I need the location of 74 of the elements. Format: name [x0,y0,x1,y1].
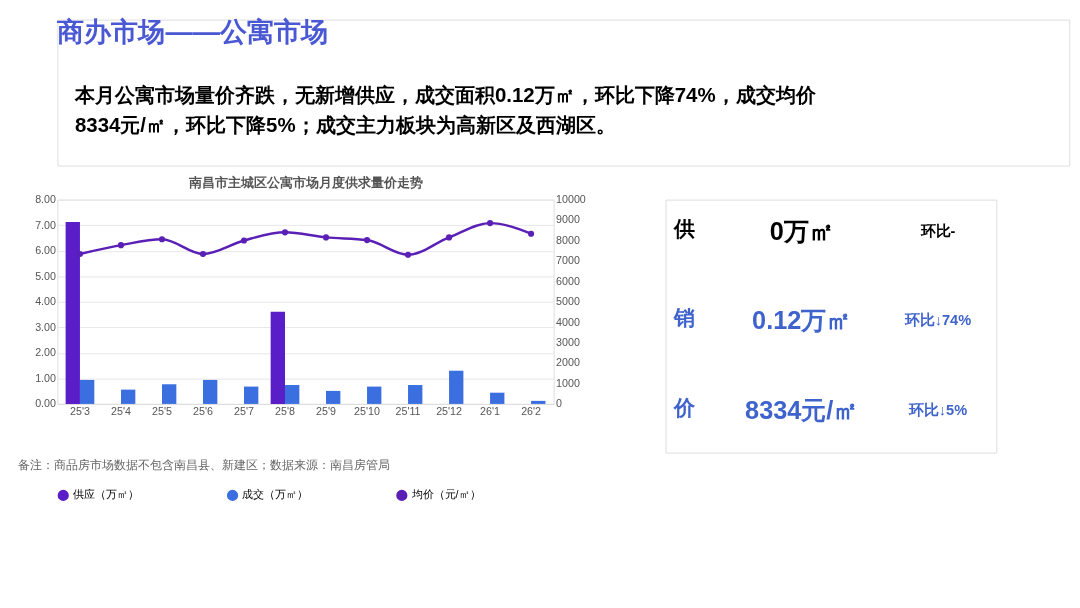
y-tick-label: 5.00 [35,269,56,282]
point [76,250,84,258]
point [199,250,207,258]
y-tick-label: 2.00 [35,346,56,359]
y2-tick-label: 4000 [556,315,580,328]
point [117,242,125,249]
bar [285,385,300,404]
x-tick-label: 25'8 [275,405,295,418]
y-tick-label: 6.00 [35,244,56,257]
y2-tick-label: 10000 [556,193,586,206]
bar [367,386,382,404]
bar [326,390,341,404]
text: 价 [673,395,697,420]
y2-tick-label: 5000 [556,295,580,308]
x-tick-label: 25'9 [316,405,337,418]
y2-tick-label: 3000 [556,336,580,349]
text: 0.12万㎡ [752,306,852,335]
text: 供 [673,216,696,241]
bar [270,311,286,404]
text: 环比- [919,222,956,239]
x-tick-label: 26'1 [480,405,501,418]
x-tick-label: 25'12 [436,405,463,418]
bar [79,379,95,404]
legend-label: 均价（元/㎡） [410,488,481,501]
y-tick-label: 7.00 [35,218,56,231]
y2-tick-label: 9000 [556,213,580,226]
bar [244,386,259,404]
x-tick-label: 25'3 [70,405,90,418]
text: 商办市场——公寓市场 [56,16,328,48]
legend-label: 成交（万㎡） [242,488,309,501]
point [363,236,371,244]
point [486,220,494,227]
point [281,229,289,236]
point [527,230,535,237]
y2-tick-label: 1000 [556,376,580,389]
text: 备注：商品房市场数据不包含南昌县、新建区；数据来源：南昌房管局 [18,458,391,472]
point [158,236,166,243]
bar [120,389,136,404]
chart-title: 南昌市主城区公寓市场月度供求量价走势 [187,174,423,190]
y-tick-label: 1.00 [35,371,56,384]
x-tick-label: 25'4 [111,405,131,418]
text: 环比↓5% [907,401,968,418]
bar [490,392,505,404]
text: 0万㎡ [769,216,834,245]
x-tick-label: 25'11 [395,405,421,418]
bar [408,385,423,404]
y2-tick-label: 8000 [556,233,580,246]
bar [202,379,218,404]
point [322,234,330,241]
x-tick-label: 26'2 [521,405,542,418]
text: 销 [673,306,696,331]
y2-tick-label: 7000 [556,254,580,267]
bar [65,222,80,404]
y2-tick-label: 6000 [556,274,580,287]
bar [449,370,464,404]
x-tick-label: 25'5 [152,405,172,418]
x-tick-label: 25'7 [234,405,254,418]
y-tick-label: 4.00 [35,295,56,308]
text: 本月公寓市场量价齐跌，无新增供应，成交面积0.12万㎡，环比下降74%，成交均价 8334元/㎡，环比下降5%；成交主力板块为高新区及西湖区。 [73,84,817,136]
point [445,234,453,241]
y-tick-label: 8.00 [35,193,56,206]
point [240,237,248,244]
x-tick-label: 25'10 [354,405,380,418]
y-tick-label: 0.00 [35,397,56,410]
bar [161,384,177,404]
point [404,251,412,258]
text: 8334元/㎡ [745,395,859,424]
bar [531,400,546,404]
x-tick-label: 25'6 [193,405,213,418]
y2-tick-label: 0 [556,397,563,410]
text: 环比↓74% [903,312,972,329]
y2-tick-label: 2000 [556,356,580,369]
legend-label: 供应（万㎡） [72,488,139,501]
y-tick-label: 3.00 [35,320,56,333]
